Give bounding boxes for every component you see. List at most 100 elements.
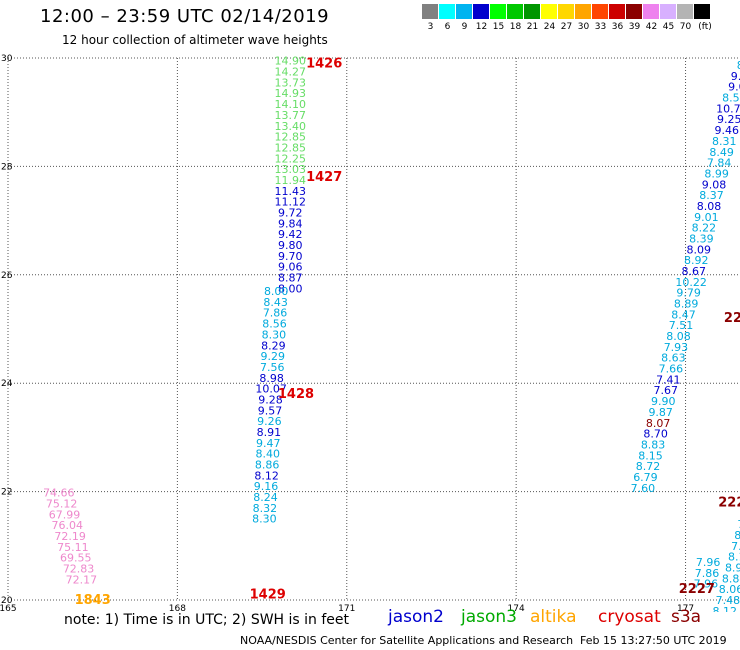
legend-label: 30 bbox=[577, 22, 590, 32]
data-label: 7.86 bbox=[263, 307, 288, 320]
legend-label: 12 bbox=[475, 22, 488, 32]
legend-label: 39 bbox=[628, 22, 641, 32]
data-label: 8.29 bbox=[261, 339, 286, 352]
data-label: 7.86 bbox=[695, 567, 720, 580]
data-label: 7.93 bbox=[664, 341, 689, 354]
data-label: 9.01 bbox=[694, 211, 719, 224]
data-label: 9.57 bbox=[258, 404, 283, 417]
satellite-jason2: jason2 bbox=[388, 607, 444, 627]
data-label: 8.49 bbox=[709, 146, 734, 159]
data-label: 9.90 bbox=[651, 395, 676, 408]
legend-label: 18 bbox=[509, 22, 522, 32]
data-label: 72.19 bbox=[54, 530, 86, 543]
data-label: 8.30 bbox=[252, 513, 277, 526]
data-label: 11.94 bbox=[275, 174, 307, 187]
satellite-altika: altika bbox=[530, 607, 577, 627]
y-tick-label: 22 bbox=[1, 488, 12, 498]
data-label: 7.82 bbox=[731, 540, 740, 553]
legend-label: 42 bbox=[645, 22, 658, 32]
data-label: 9.79 bbox=[676, 287, 701, 300]
data-label: 9.08 bbox=[702, 178, 727, 191]
data-label: 13.77 bbox=[275, 109, 307, 122]
y-tick-label: 20 bbox=[1, 596, 13, 606]
data-label: 14.10 bbox=[275, 98, 307, 111]
data-label: 9.46 bbox=[715, 124, 740, 137]
legend-swatch bbox=[558, 4, 575, 19]
color-legend: 3 6 9 12 15 18 21 24 27 30 33 36 39 42 45 70 (ft) bbox=[422, 4, 716, 32]
y-tick-label: 28 bbox=[1, 162, 13, 172]
legend-swatch bbox=[422, 4, 439, 19]
x-tick-label: 171 bbox=[338, 604, 355, 612]
data-label: 13.40 bbox=[275, 120, 307, 133]
data-label: 8.12 bbox=[254, 469, 279, 482]
data-label: 72.83 bbox=[63, 563, 95, 576]
track-id-label: 1428 bbox=[278, 387, 314, 402]
data-label: 10.07 bbox=[255, 383, 287, 396]
data-label: 10.77 bbox=[716, 102, 740, 115]
data-label: 8.30 bbox=[262, 328, 287, 341]
satellite-cryosat: cryosat bbox=[598, 607, 661, 627]
data-label: 8.98 bbox=[259, 372, 284, 385]
x-tick-label: 174 bbox=[508, 604, 525, 612]
data-label: 8.83 bbox=[641, 438, 666, 451]
data-label: 9.70 bbox=[278, 250, 303, 263]
data-label: 12.85 bbox=[275, 141, 307, 154]
data-label: 7.41 bbox=[656, 373, 681, 386]
track-id-label: 1429 bbox=[250, 588, 286, 603]
data-label: 8.70 bbox=[643, 428, 668, 441]
data-label: 8.67 bbox=[681, 265, 706, 278]
data-label: 8.08 bbox=[666, 330, 691, 343]
data-label: 8.09 bbox=[687, 243, 712, 256]
data-label: 75.11 bbox=[57, 541, 89, 554]
data-label: 7.66 bbox=[659, 363, 684, 376]
y-tick-label: 24 bbox=[1, 379, 13, 389]
data-label: 8.56 bbox=[262, 318, 287, 331]
track-id-label: 1843 bbox=[75, 593, 111, 608]
data-label: 8.00 bbox=[264, 285, 289, 298]
data-label: 11.12 bbox=[275, 196, 307, 209]
data-label: 9.0 bbox=[728, 81, 740, 94]
data-label: 8.07 bbox=[646, 417, 671, 430]
data-label: 8.39 bbox=[689, 232, 714, 245]
data-label: 9.72 bbox=[278, 206, 303, 219]
data-label: 9.84 bbox=[278, 217, 303, 230]
data-label: 8.91 bbox=[257, 426, 282, 439]
satellite-jason3: jason3 bbox=[461, 607, 517, 627]
data-label: 69.55 bbox=[60, 552, 92, 565]
legend-swatch bbox=[677, 4, 694, 19]
data-label: 12.85 bbox=[275, 131, 307, 144]
data-label: 11.43 bbox=[275, 185, 307, 198]
legend-label: 45 bbox=[662, 22, 675, 32]
legend-swatch bbox=[541, 4, 558, 19]
data-label: 67.99 bbox=[49, 508, 81, 521]
data-label: 7.67 bbox=[654, 384, 679, 397]
data-label: 7.96 bbox=[694, 578, 719, 591]
data-label: 8.89 bbox=[674, 298, 699, 311]
data-label: 8.84 bbox=[722, 572, 740, 585]
data-label: 7.96 bbox=[696, 556, 721, 569]
data-label: 9.29 bbox=[261, 350, 286, 363]
data-label: 8.63 bbox=[661, 352, 686, 365]
track-id-label: 2225 bbox=[724, 311, 740, 326]
data-label: 8.00 bbox=[278, 282, 303, 295]
data-label: 75.12 bbox=[46, 498, 78, 511]
data-label: 14.27 bbox=[275, 66, 307, 79]
data-label: 8.58 bbox=[722, 92, 740, 105]
data-label: 9.80 bbox=[278, 239, 303, 252]
legend-label: 15 bbox=[492, 22, 505, 32]
data-label: 13.03 bbox=[275, 163, 307, 176]
legend-swatch bbox=[507, 4, 524, 19]
data-label: 13.73 bbox=[275, 76, 307, 89]
credit-text: NOAA/NESDIS Center for Satellite Applica… bbox=[240, 634, 574, 647]
data-label: 8.08 bbox=[697, 200, 722, 213]
data-label: 8.72 bbox=[636, 460, 661, 473]
legend-swatch bbox=[643, 4, 660, 19]
data-label: 8.12 bbox=[713, 605, 738, 612]
data-label: 8.87 bbox=[278, 272, 303, 285]
legend-swatch bbox=[439, 4, 456, 19]
legend-swatch bbox=[575, 4, 592, 19]
data-label: 7.51 bbox=[669, 319, 694, 332]
data-label: 8.31 bbox=[712, 135, 737, 148]
data-label: 9.47 bbox=[256, 437, 281, 450]
